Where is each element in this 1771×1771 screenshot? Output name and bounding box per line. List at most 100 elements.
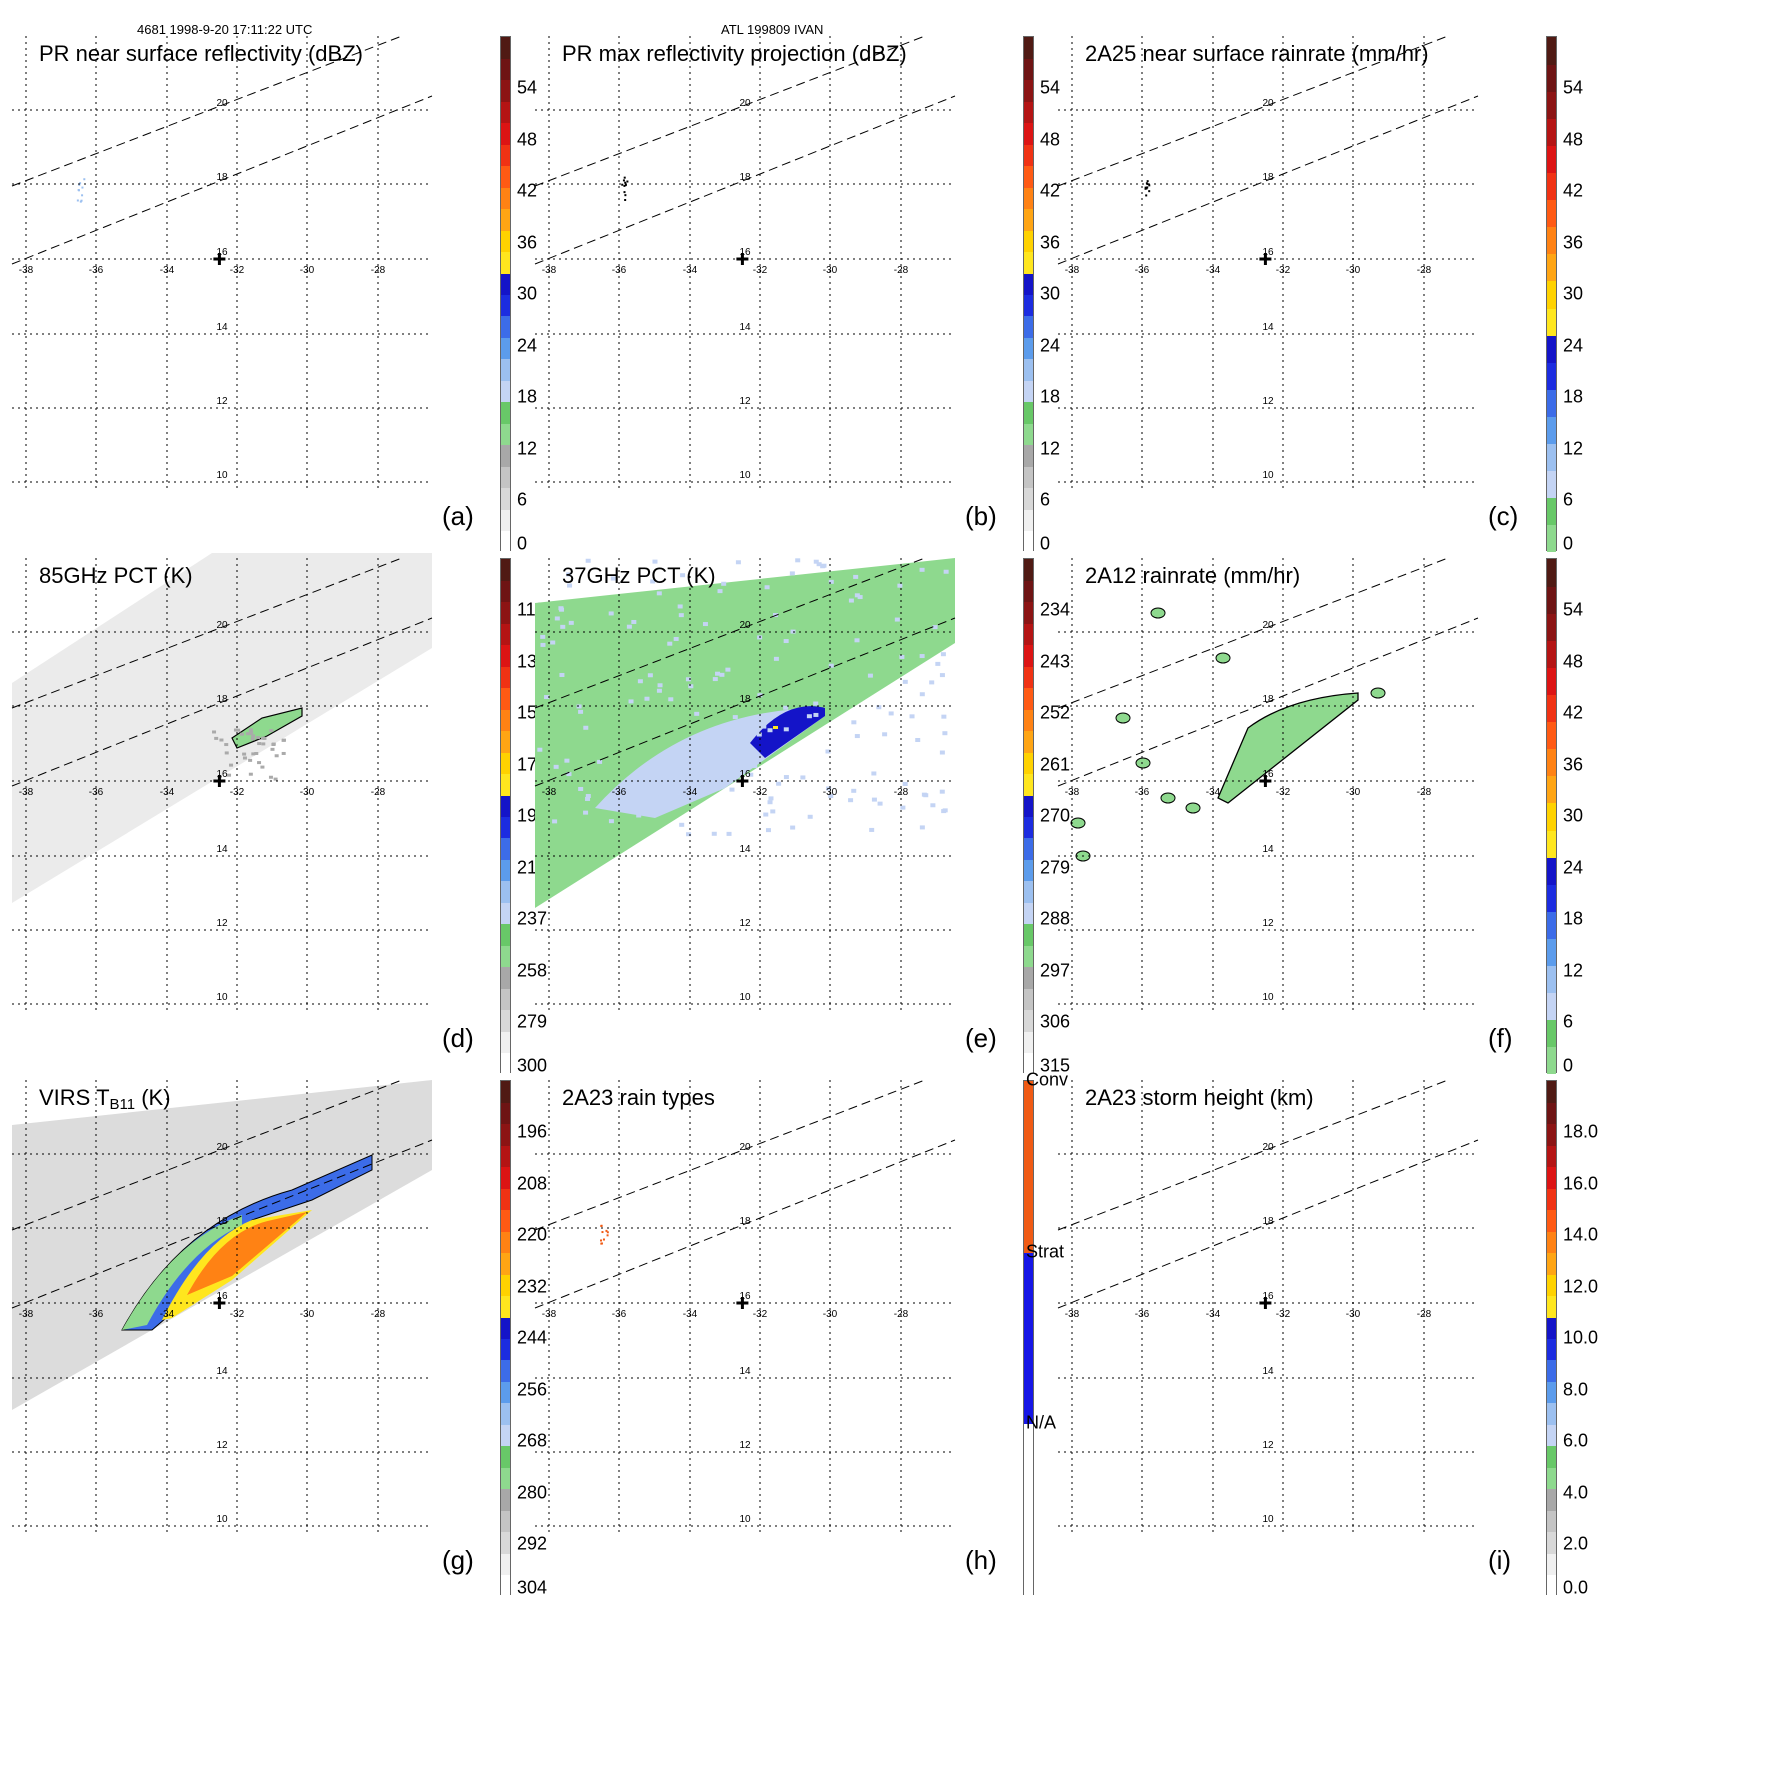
colorbar-segment [501,666,510,689]
colorbar-tick-label: 18 [1563,386,1584,407]
panel-e: -38 -36 -34 -32 -30 -28 20 18 16 14 12 10 37GHz PCT … [534,557,1070,1083]
lon-tick-label: -28 [371,1309,386,1320]
colorbar-segment [501,423,510,446]
lat-tick-label: 14 [1262,844,1274,855]
colorbar-tick-label: 6.0 [1563,1430,1589,1451]
pixel [242,756,247,760]
colorbar-segment [501,530,510,553]
pixel [212,730,217,734]
header-storm-name: ATL 199809 IVAN [721,22,824,37]
field-layer [1070,607,1386,862]
swath-edge [11,617,433,787]
pixel [826,786,832,791]
colorbar-segment [501,580,510,603]
pixel [281,751,286,755]
swath-edge [534,617,956,787]
pixel [585,794,591,799]
pixel [219,738,224,742]
colorbar-segment [1547,1381,1556,1404]
pixel [578,709,584,714]
pixel [269,729,274,733]
panel-b: -38 -36 -34 -32 -30 -28 20 18 16 14 12 10 PR max ref… [534,35,1060,561]
lat-tick-label: 18 [739,1216,751,1227]
colorbar-segment [1024,208,1033,231]
colorbar-segment [1547,775,1556,804]
cold-region [231,707,303,749]
colorbar-segment [501,1052,510,1075]
pixel [876,705,882,710]
colorbar-segment [501,1359,510,1382]
pixel [248,772,253,776]
colorbar-tick-label: 36 [1040,232,1061,252]
colorbar-tick-label: 12 [1040,438,1061,458]
pixel [813,712,819,717]
swath-edge [534,1139,956,1309]
colorbar-tick-label: 252 [1040,702,1071,723]
title-text: PR max reflectivity projection (dBZ) [562,41,907,66]
field-layer [12,1080,432,1410]
pixel [248,731,253,735]
pixel [567,583,573,588]
pixel [224,743,229,747]
colorbar-segment [1547,1102,1556,1125]
pixel [656,591,662,596]
colorbar-tick-label: 18 [517,386,538,407]
colorbar-segment [1024,530,1033,553]
lon-tick-label: -32 [753,265,768,276]
pixel [250,737,255,741]
colorbar-segment [501,187,510,210]
pixel [568,620,574,625]
colorbar-segment [1547,1295,1556,1318]
pixel [76,199,79,202]
lon-tick-label: -34 [683,787,698,798]
pixel [553,764,559,769]
lat-tick-label: 14 [216,322,228,333]
title-text: 2A23 storm height (km) [1085,1085,1314,1110]
colorbar-segment [1547,199,1556,228]
colorbar-tick-label: 30 [1040,283,1061,304]
pixel [583,810,589,815]
pixel [941,714,947,719]
map-f: -38 -36 -34 -32 -30 -28 20 18 16 14 12 10 [1057,557,1479,1014]
colorbar-segment [501,1145,510,1168]
pixel [260,765,265,769]
pixel [717,589,723,594]
colorbar-tick-label: 300 [517,1055,548,1076]
pixel [783,775,789,780]
colorbar-segment [501,208,510,231]
lat-tick-label: 10 [1262,992,1274,1003]
lat-tick-label: 20 [1262,1142,1274,1153]
colorbar-segment [1024,923,1033,946]
pixel [552,819,558,824]
colorbar-segment [1547,802,1556,831]
pixel [773,656,779,661]
storm-center-marker [1259,253,1272,265]
pixel [919,825,925,830]
lon-tick-label: -34 [1206,265,1221,276]
title-text: VIRS T [39,1085,110,1110]
lon-tick-label: -36 [612,787,627,798]
colorbar-segment [1024,466,1033,489]
pixel [828,663,834,668]
colorbar-segment [1024,880,1033,903]
colorbar-segment [1547,226,1556,255]
lat-tick-label: 18 [1262,694,1274,705]
colorbar-segment [1024,816,1033,839]
colorbar-segment [501,1488,510,1511]
pixel [1146,180,1149,183]
title-text: 2A12 rainrate (mm/hr) [1085,563,1301,588]
lon-tick-label: -28 [1417,1309,1432,1320]
lat-tick-label: 18 [739,172,751,183]
pixel [606,1234,609,1237]
colorbar-segment [501,1381,510,1404]
pixel [281,738,286,742]
pixel [807,814,813,819]
lon-tick-label: -34 [160,1309,175,1320]
pixel [647,673,653,678]
colorbar-segment [501,601,510,624]
lat-tick-label: 20 [739,620,751,631]
pixel [821,563,827,568]
pixel [939,750,945,755]
colorbar-segment [1024,1052,1033,1075]
pixel [77,189,80,192]
